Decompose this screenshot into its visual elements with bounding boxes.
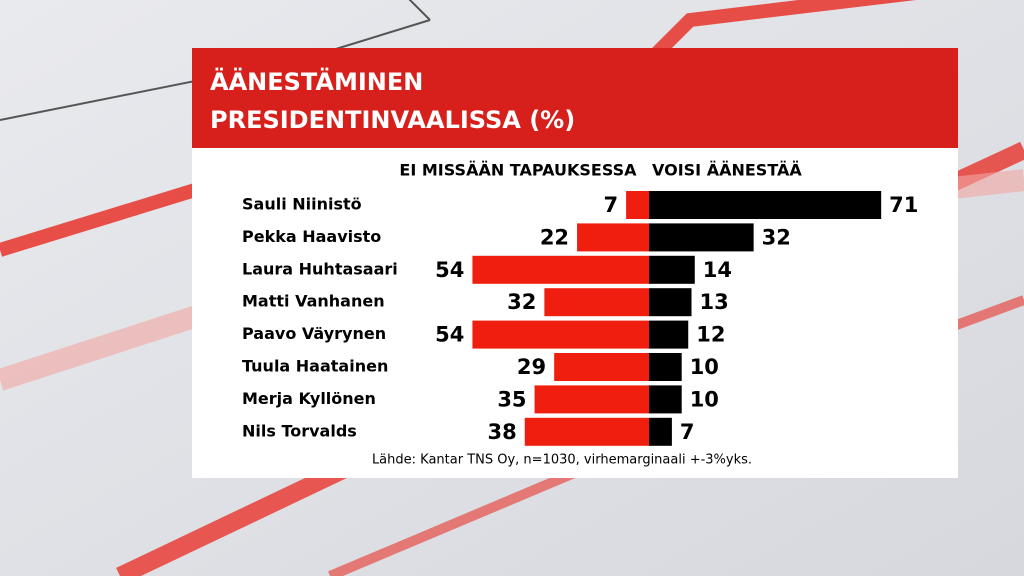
bar: [577, 223, 649, 252]
value-label: 38: [488, 420, 517, 444]
value-label: 7: [603, 193, 618, 217]
bar: [649, 353, 682, 381]
category-label: Tuula Haatainen: [242, 357, 388, 376]
bar: [649, 385, 682, 414]
value-label: 32: [762, 225, 791, 249]
value-label: 32: [507, 290, 536, 314]
bar: [649, 320, 689, 349]
legend-entry: EI MISSÄÄN TAPAUKSESSA: [399, 161, 637, 180]
value-label: 10: [690, 387, 719, 411]
category-label: Sauli Niinistö: [242, 195, 362, 214]
value-label: 35: [497, 387, 526, 411]
bar: [649, 417, 672, 446]
value-label: 7: [680, 420, 695, 444]
value-label: 14: [703, 258, 732, 282]
bar: [649, 223, 754, 252]
value-label: 12: [696, 323, 725, 347]
category-label: Paavo Väyrynen: [242, 324, 386, 343]
bar: [524, 417, 649, 446]
bar: [649, 288, 692, 317]
bar: [649, 255, 695, 284]
legend-entry: VOISI ÄÄNESTÄÄ: [652, 161, 802, 180]
bar: [554, 353, 649, 381]
bar: [544, 288, 649, 317]
value-label: 13: [700, 290, 729, 314]
bar: [626, 191, 649, 219]
header-band: [192, 48, 958, 148]
category-label: Merja Kyllönen: [242, 389, 376, 408]
category-label: Pekka Haavisto: [242, 227, 381, 246]
value-label: 71: [889, 193, 918, 217]
bar: [649, 191, 882, 219]
value-label: 10: [690, 355, 719, 379]
value-label: 22: [540, 225, 569, 249]
bar: [534, 385, 649, 414]
category-label: Matti Vanhanen: [242, 292, 385, 311]
category-label: Nils Torvalds: [242, 421, 357, 440]
source-note: Lähde: Kantar TNS Oy, n=1030, virhemargi…: [372, 453, 752, 468]
bar: [472, 255, 649, 284]
category-label: Laura Huhtasaari: [242, 259, 398, 278]
bar: [472, 320, 649, 349]
value-label: 54: [435, 323, 464, 347]
value-label: 54: [435, 258, 464, 282]
value-label: 29: [517, 355, 546, 379]
chart-title: ÄÄNESTÄMINEN PRESIDENTINVAALISSA (%): [210, 68, 576, 134]
